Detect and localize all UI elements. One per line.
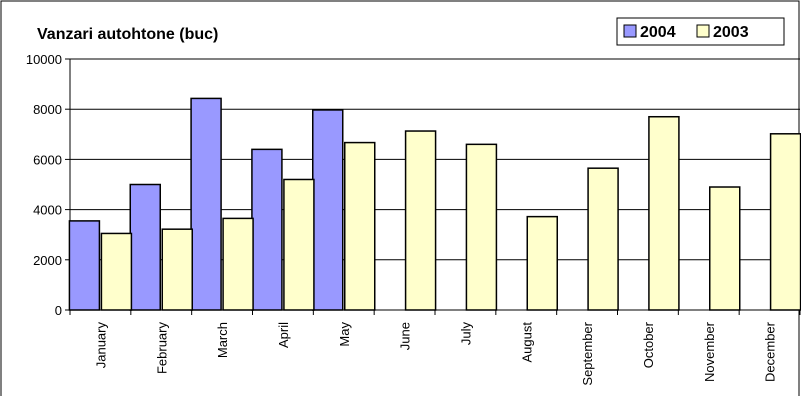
x-tick-label-march: March — [215, 322, 230, 358]
y-tick-label: 10000 — [26, 52, 62, 67]
bar-2004-may — [312, 109, 344, 311]
bar-2003-march — [222, 217, 254, 311]
bar-2003-june — [404, 130, 437, 311]
bar-2003-november — [709, 186, 741, 311]
legend-swatch-2003 — [696, 24, 710, 38]
legend-label-2004: 2004 — [640, 24, 676, 41]
bar-2003-february — [161, 228, 193, 311]
bar-2003-january — [100, 232, 133, 311]
bar-2003-july — [465, 143, 498, 311]
x-tick-label-july: July — [458, 322, 473, 346]
y-tick-label: 0 — [55, 303, 62, 318]
x-tick-label-may: May — [337, 322, 352, 347]
plot-area: 0 2000 4000 6000 8000 10000 January February Mar… — [26, 52, 801, 386]
y-tick-label: 8000 — [33, 102, 62, 117]
bar-2003-december — [769, 133, 801, 311]
legend-label-2003: 2003 — [713, 24, 749, 41]
x-tick-label-august: August — [519, 322, 534, 363]
x-tick-label-june: June — [398, 322, 413, 350]
bar-2004-february — [129, 183, 161, 311]
x-tick-label-december: December — [763, 321, 778, 382]
legend: 2004 2003 — [616, 17, 785, 46]
bar-2003-august — [526, 215, 558, 311]
chart-title: Vanzari autohtone (buc) — [37, 26, 218, 43]
x-tick-label-april: April — [276, 322, 291, 348]
bar-2003-may — [344, 141, 376, 311]
x-tick-label-november: November — [702, 321, 717, 382]
x-tick-label-january: January — [93, 322, 108, 369]
legend-swatch-2004 — [623, 24, 637, 38]
y-tick-label: 4000 — [33, 203, 62, 218]
y-tick-label: 6000 — [33, 152, 62, 167]
x-tick-label-september: September — [580, 321, 595, 385]
bar-2003-april — [283, 178, 315, 311]
bar-2003-october — [648, 115, 680, 311]
x-tick-label-february: February — [154, 322, 169, 375]
x-tick-label-october: October — [641, 321, 656, 368]
bar-2003-september — [587, 167, 619, 311]
bar-2004-april — [251, 148, 283, 311]
bar-2004-march — [190, 97, 222, 311]
bar-2004-january — [68, 220, 101, 311]
y-tick-label: 2000 — [33, 253, 62, 268]
